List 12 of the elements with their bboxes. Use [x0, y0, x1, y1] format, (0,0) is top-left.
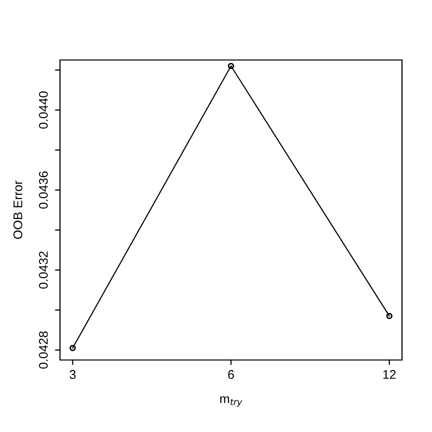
y-tick-label: 0.0428	[38, 331, 48, 369]
x-axis-title: m$_{try}$	[220, 396, 242, 407]
y-tick-label: 0.0436	[38, 171, 48, 209]
y-tick-label: 0.0432	[38, 252, 48, 289]
point	[70, 344, 76, 352]
y-tick-label: 0.0440	[38, 91, 48, 129]
x-tick-label: 12	[383, 370, 396, 379]
x-tick-label: 6	[228, 370, 234, 379]
point	[228, 62, 234, 70]
x-tick-label: 3	[70, 370, 76, 379]
point	[386, 312, 392, 320]
y-axis-title: OOB Error	[13, 180, 22, 239]
